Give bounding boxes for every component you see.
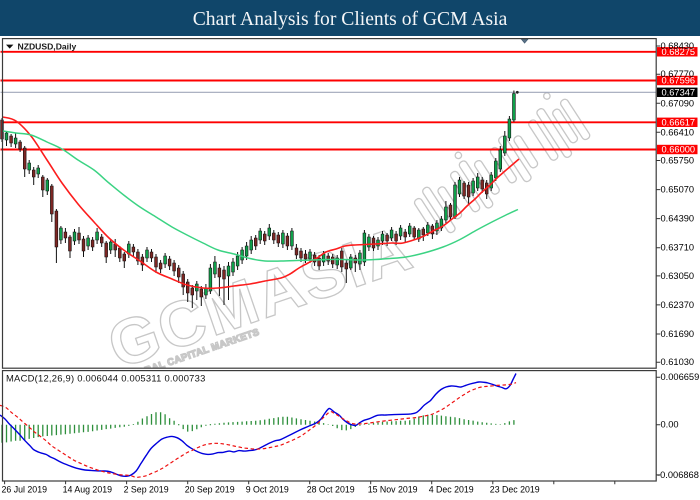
svg-text:23 Dec 2019: 23 Dec 2019 bbox=[490, 485, 540, 495]
svg-text:4 Dec 2019: 4 Dec 2019 bbox=[429, 485, 474, 495]
svg-text:0.68430: 0.68430 bbox=[661, 41, 695, 51]
svg-text:0.67770: 0.67770 bbox=[661, 69, 695, 79]
svg-text:Chart Analysis for Clients of: Chart Analysis for Clients of GCM Asia bbox=[193, 9, 508, 30]
svg-text:0.67090: 0.67090 bbox=[661, 98, 695, 108]
svg-text:0.67596: 0.67596 bbox=[662, 76, 696, 86]
svg-text:0.66000: 0.66000 bbox=[662, 145, 696, 155]
svg-text:0.63710: 0.63710 bbox=[661, 243, 695, 253]
svg-text:2 Sep 2019: 2 Sep 2019 bbox=[124, 485, 169, 495]
svg-text:0.68275: 0.68275 bbox=[662, 47, 696, 57]
svg-text:0.61690: 0.61690 bbox=[661, 329, 695, 339]
svg-text:9 Oct 2019: 9 Oct 2019 bbox=[246, 485, 289, 495]
svg-text:MACD(12,26,9) 0.006044 0.00531: MACD(12,26,9) 0.006044 0.005311 0.000733 bbox=[6, 373, 206, 384]
svg-text:NZDUSD,Daily: NZDUSD,Daily bbox=[18, 42, 77, 52]
svg-text:0.64390: 0.64390 bbox=[661, 214, 695, 224]
svg-text:-0.006868: -0.006868 bbox=[657, 470, 699, 480]
svg-text:0.62370: 0.62370 bbox=[661, 300, 695, 310]
svg-text:15 Nov 2019: 15 Nov 2019 bbox=[368, 485, 418, 495]
svg-text:0.63050: 0.63050 bbox=[661, 271, 695, 281]
svg-text:0.61030: 0.61030 bbox=[661, 357, 695, 367]
svg-text:0.67347: 0.67347 bbox=[662, 87, 696, 97]
svg-text:0.65070: 0.65070 bbox=[661, 185, 695, 195]
svg-text:0.00: 0.00 bbox=[661, 420, 679, 430]
svg-text:0.006659: 0.006659 bbox=[661, 372, 700, 382]
svg-text:28 Oct 2019: 28 Oct 2019 bbox=[307, 485, 355, 495]
svg-text:0.65750: 0.65750 bbox=[661, 156, 695, 166]
svg-text:20 Sep 2019: 20 Sep 2019 bbox=[185, 485, 235, 495]
svg-text:26 Jul 2019: 26 Jul 2019 bbox=[2, 485, 48, 495]
svg-text:0.66617: 0.66617 bbox=[662, 117, 696, 127]
svg-text:0.66410: 0.66410 bbox=[661, 127, 695, 137]
svg-text:14 Aug 2019: 14 Aug 2019 bbox=[63, 485, 113, 495]
